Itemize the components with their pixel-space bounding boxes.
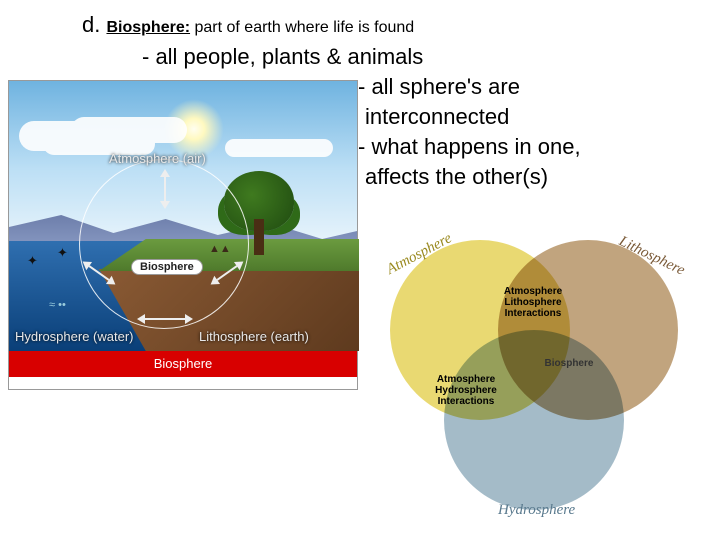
heading-rest: part of earth where life is found xyxy=(190,19,414,36)
lithosphere-label: Lithosphere (earth) xyxy=(199,329,309,344)
bird-icon: ✦ xyxy=(27,253,38,269)
heading-prefix: d. xyxy=(82,12,106,37)
bullet-affects-2: affects the other(s) xyxy=(365,162,548,192)
heading-term: Biosphere: xyxy=(106,19,190,36)
bullet-spheres-2: interconnected xyxy=(365,102,509,132)
biosphere-band-label: Biosphere xyxy=(9,351,357,377)
sun-icon xyxy=(164,99,224,159)
venn-circle-hydrosphere xyxy=(444,330,624,510)
spheres-venn-diagram: Atmosphere Lithosphere Hydrosphere Atmos… xyxy=(370,220,700,520)
bullet-spheres-1: - all sphere's are xyxy=(358,72,520,102)
venn-intersection-atmo-hydro: Atmosphere Hydrosphere Interactions xyxy=(426,374,506,407)
fish-icon: ≈ •• xyxy=(49,299,66,311)
venn-intersection-atmo-litho: Atmosphere Lithosphere Interactions xyxy=(488,286,578,319)
bullet-people: - all people, plants & animals xyxy=(142,42,423,72)
biosphere-cross-section-diagram: ✦ ✦ ≈ •• ▲▲ Biosphere Atmosphere (air) H… xyxy=(8,80,358,390)
biosphere-center-label: Biosphere xyxy=(131,259,203,275)
arrow-icon xyxy=(157,169,173,209)
heading-line: d. Biosphere: part of earth where life i… xyxy=(82,12,414,38)
arrow-icon xyxy=(137,311,193,327)
clouds-icon xyxy=(19,121,139,151)
hydrosphere-label: Hydrosphere (water) xyxy=(15,329,134,344)
venn-intersection-center: Biosphere xyxy=(534,358,604,369)
bullet-affects-1: - what happens in one, xyxy=(358,132,581,162)
atmosphere-label: Atmosphere (air) xyxy=(109,151,206,166)
venn-label-hydrosphere: Hydrosphere xyxy=(498,502,575,519)
bird-icon: ✦ xyxy=(57,245,68,261)
